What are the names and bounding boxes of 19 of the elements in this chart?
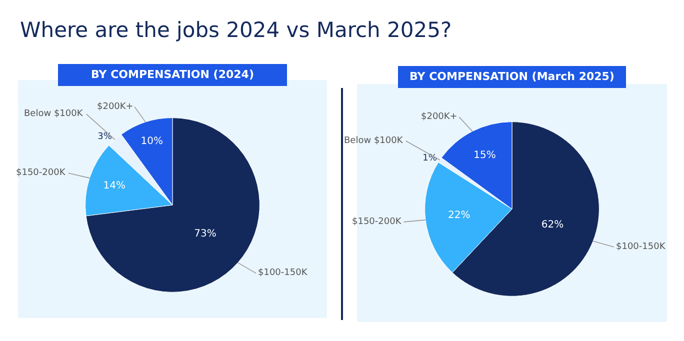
- slice-label: $150-200K: [352, 217, 402, 227]
- slice-label: Below $100K: [344, 136, 404, 146]
- data-label: 62%: [541, 220, 564, 231]
- chart-title: Where are the jobs 2024 vs March 2025?: [20, 18, 452, 42]
- data-label: 14%: [103, 180, 126, 192]
- slice-label: $150-200K: [16, 168, 66, 178]
- chart-subtitle: BY COMPENSATION (March 2025): [398, 66, 626, 88]
- data-label: 3%: [98, 132, 112, 142]
- slice-label: Below $100K: [24, 109, 84, 119]
- chart-subtitle: BY COMPENSATION (2024): [58, 64, 287, 86]
- pie-slice: [86, 118, 260, 292]
- slice-label: $200K+: [421, 112, 458, 122]
- data-label: 73%: [194, 228, 216, 240]
- slice-label: $100-150K: [258, 268, 308, 278]
- slice-label: $200K+: [97, 102, 134, 112]
- data-label: 22%: [448, 210, 470, 222]
- slice-label: $100-150K: [616, 242, 666, 252]
- data-label: 10%: [140, 136, 164, 148]
- data-label: 15%: [474, 150, 496, 162]
